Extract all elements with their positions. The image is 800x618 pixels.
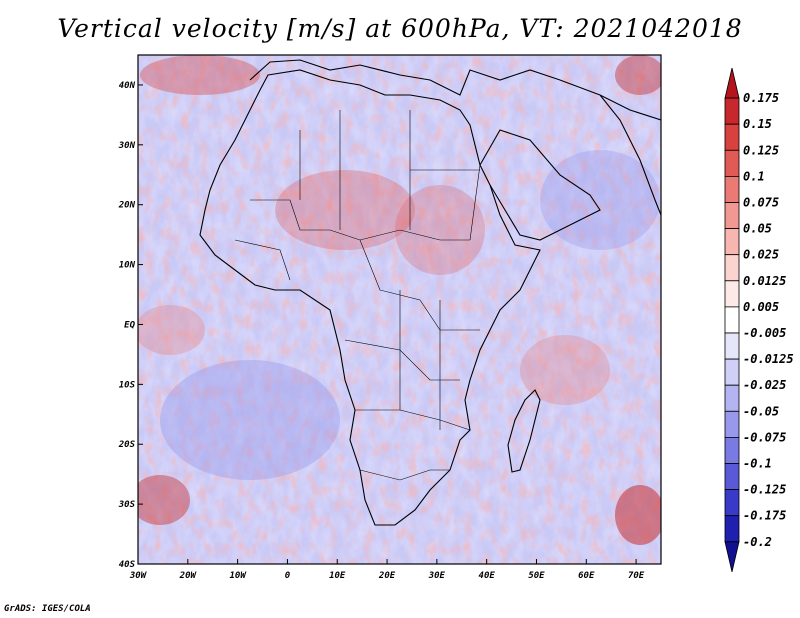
lon-tick-label: 30E	[428, 571, 446, 581]
lon-tick-label: 0	[285, 571, 291, 581]
country-borders	[234, 110, 481, 481]
coastlines	[199, 59, 661, 526]
lon-tick-label: 70E	[628, 571, 645, 581]
europe-coastline	[249, 59, 661, 121]
lat-tick-label: 40N	[119, 81, 136, 91]
chart-title: Vertical velocity [m/s] at 600hPa, VT: 2…	[57, 14, 743, 43]
lat-tick-label: 40S	[119, 560, 136, 570]
lat-tick-label: 30S	[118, 500, 136, 510]
lon-axis: 30W 20W 10W 0 10E 20E 30E 40E 50E 60E 70E	[129, 559, 645, 581]
lon-tick-label: 30W	[129, 571, 148, 581]
lat-tick-label: 20N	[118, 201, 136, 211]
lon-tick-label: 60E	[578, 571, 595, 581]
lon-tick-label: 10E	[329, 571, 346, 581]
lat-tick-label: EQ	[124, 320, 135, 330]
lat-tick-label: 30N	[118, 141, 136, 151]
lon-tick-label: 50E	[528, 571, 545, 581]
map-frame	[137, 54, 662, 565]
africa-coastline	[199, 69, 541, 526]
lat-tick-label: 10S	[119, 380, 136, 390]
footer-credit: GrADS: IGES/COLA	[4, 604, 91, 614]
lon-tick-label: 40E	[479, 571, 496, 581]
lat-axis: 40N 30N 20N 10N EQ 10S 20S 30S 40S	[118, 81, 143, 570]
lat-tick-label: 20S	[118, 440, 136, 450]
field-shading	[138, 55, 661, 564]
india-coastline	[599, 94, 661, 216]
lon-tick-label: 10W	[229, 571, 247, 581]
lon-tick-label: 20W	[179, 571, 198, 581]
arabia-coastline	[479, 129, 601, 241]
madagascar-coastline	[507, 389, 541, 473]
lat-tick-label: 10N	[119, 261, 136, 271]
lon-tick-label: 20E	[378, 571, 396, 581]
